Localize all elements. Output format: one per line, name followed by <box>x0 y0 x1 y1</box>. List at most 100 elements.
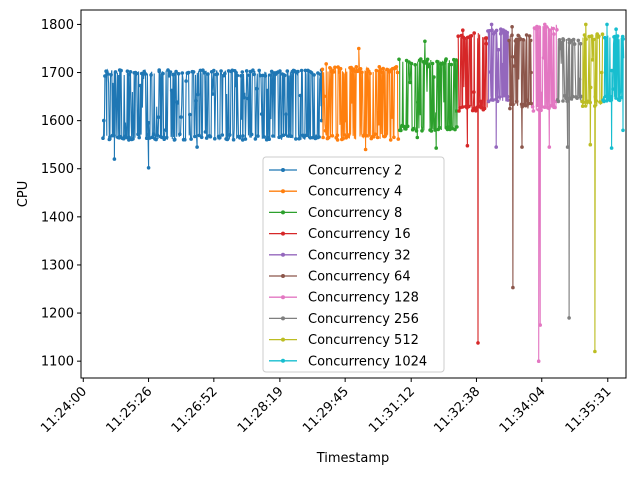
legend-swatch-marker <box>281 210 285 215</box>
data-point <box>194 99 198 103</box>
data-point <box>326 135 331 140</box>
x-axis-label: Timestamp <box>316 451 390 466</box>
series-line <box>581 24 604 352</box>
legend-item: Concurrency 16 <box>269 227 411 242</box>
data-point <box>219 69 223 73</box>
data-point <box>584 37 588 42</box>
legend-label: Concurrency 1024 <box>308 354 427 369</box>
data-point <box>189 137 193 141</box>
data-point <box>242 95 246 100</box>
data-point <box>246 96 250 101</box>
data-point <box>529 101 534 106</box>
data-point <box>346 133 351 137</box>
data-point <box>593 349 597 354</box>
data-point <box>239 74 243 78</box>
data-point <box>157 69 161 74</box>
data-point <box>611 87 615 91</box>
x-tick-label: 11:29:45 <box>300 384 352 436</box>
data-point <box>338 66 343 71</box>
data-point <box>397 57 401 62</box>
data-point <box>178 132 182 136</box>
data-point <box>412 126 416 131</box>
data-point <box>167 74 171 78</box>
data-point <box>490 28 494 32</box>
legend-swatch-marker <box>281 316 285 321</box>
data-point <box>197 133 201 138</box>
data-point <box>510 33 514 37</box>
data-point <box>579 94 583 99</box>
data-point <box>271 134 275 138</box>
data-point <box>164 135 169 140</box>
data-point <box>195 145 199 149</box>
data-point <box>373 132 377 136</box>
data-point <box>303 68 308 73</box>
data-point <box>223 71 227 76</box>
data-point <box>278 69 282 73</box>
data-point <box>235 73 240 78</box>
data-point <box>333 65 337 70</box>
series-concurrency-6 <box>507 25 534 290</box>
legend-box <box>262 156 445 373</box>
data-point <box>159 135 164 140</box>
x-tick-label: 11:31:12 <box>366 384 418 436</box>
data-point <box>583 104 588 108</box>
data-point <box>363 147 368 152</box>
data-point <box>547 145 552 149</box>
data-point <box>392 135 396 140</box>
data-point <box>609 95 614 99</box>
data-point <box>252 72 256 77</box>
data-point <box>597 34 601 39</box>
series-concurrency-8 <box>555 37 583 320</box>
data-point <box>528 38 533 43</box>
data-point <box>399 128 403 133</box>
legend-label: Concurrency 8 <box>308 206 402 221</box>
y-axis-label: CPU <box>16 181 31 207</box>
data-point <box>432 75 436 79</box>
legend-item: Concurrency 8 <box>269 206 402 221</box>
legend-swatch-marker <box>281 337 285 342</box>
series-line <box>487 24 509 148</box>
series-line <box>457 30 488 343</box>
y-tick-label: 1400 <box>41 210 74 225</box>
data-point <box>599 100 603 105</box>
data-point <box>510 55 515 59</box>
data-point <box>111 133 116 138</box>
data-point <box>414 129 419 133</box>
series-line <box>102 68 323 168</box>
data-point <box>593 104 597 108</box>
data-point <box>615 34 620 38</box>
data-point <box>482 106 487 111</box>
y-tick-label: 1200 <box>41 307 74 322</box>
data-point <box>409 61 414 66</box>
data-point <box>575 96 579 100</box>
data-point <box>331 70 336 74</box>
data-point <box>567 316 571 320</box>
data-point <box>510 25 514 29</box>
data-point <box>364 133 369 138</box>
series-line <box>602 24 625 149</box>
data-point <box>599 70 604 75</box>
legend-swatch-marker <box>281 358 285 363</box>
data-point <box>220 133 225 137</box>
data-point <box>603 35 607 40</box>
data-point <box>462 36 467 41</box>
data-point <box>103 74 107 78</box>
data-point <box>495 99 500 104</box>
series-concurrency-10 <box>601 22 625 150</box>
data-point <box>572 42 577 46</box>
data-point <box>302 135 306 139</box>
data-point <box>524 33 529 37</box>
x-tick-label: 11:24:00 <box>38 384 90 436</box>
data-point <box>561 38 566 42</box>
data-point <box>537 25 542 30</box>
data-point <box>238 136 242 140</box>
data-point <box>254 86 259 91</box>
data-point <box>175 100 180 104</box>
x-axis-ticks: 11:24:00 11:25:26 11:26:52 11:28:19 11:29:45… <box>38 378 615 436</box>
data-point <box>341 136 345 141</box>
data-point <box>588 142 593 147</box>
data-point <box>457 109 461 113</box>
data-point <box>543 22 547 27</box>
data-point <box>433 128 437 132</box>
data-point <box>494 28 499 33</box>
